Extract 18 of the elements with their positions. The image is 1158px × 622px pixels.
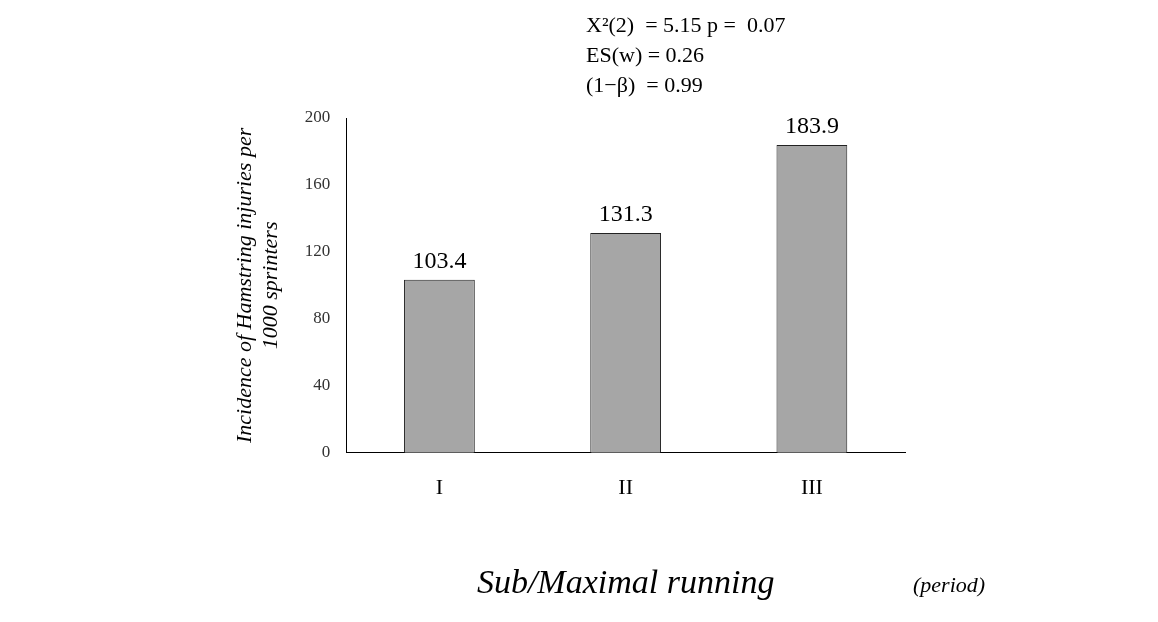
y-tick-label: 200 [304, 107, 331, 127]
y-tick-label: 0 [321, 442, 331, 462]
x-tick-label: I [435, 473, 444, 499]
data-label: 183.9 [784, 112, 839, 139]
text: (1−β) = 0.99 [586, 71, 703, 97]
y-tick-label: 160 [304, 174, 331, 194]
x-tick-label: III [800, 473, 823, 499]
y-tick-label: 120 [304, 241, 331, 261]
text: ES(w) = 0.26 [586, 41, 705, 67]
x-axis-title: Sub/Maximal running [476, 562, 775, 600]
text: (period) [913, 571, 986, 597]
data-label: 131.3 [598, 200, 653, 227]
y-axis-title: Incidence of Hamstring injuries per 1000 sprinters [230, 127, 283, 445]
y-tick-label: 40 [313, 375, 331, 395]
data-label: 103.4 [412, 247, 467, 274]
text: X²(2) = 5.15 p = 0.07 [586, 11, 786, 37]
y-tick-label: 80 [313, 308, 331, 328]
x-tick-label: II [618, 473, 633, 499]
